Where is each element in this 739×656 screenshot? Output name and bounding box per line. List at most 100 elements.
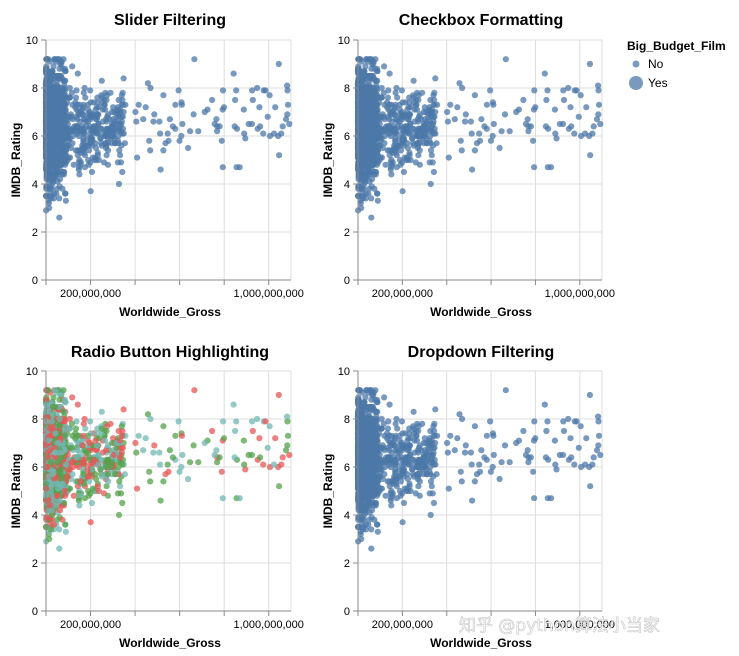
data-point — [368, 65, 375, 72]
data-point — [52, 171, 60, 178]
data-point — [471, 92, 478, 99]
data-point — [118, 423, 125, 430]
data-point — [147, 415, 154, 423]
data-point — [266, 92, 273, 99]
data-point — [262, 418, 269, 425]
data-point — [380, 128, 387, 135]
data-point — [80, 135, 87, 142]
data-point — [380, 89, 387, 96]
data-point — [257, 454, 264, 461]
data-point — [175, 418, 182, 425]
data-point — [104, 161, 112, 168]
data-point — [62, 461, 70, 468]
data-point — [117, 106, 124, 113]
data-point — [232, 427, 239, 435]
data-point — [61, 432, 68, 439]
data-point — [88, 499, 96, 507]
data-point — [214, 128, 221, 135]
data-point — [93, 111, 101, 118]
data-point — [135, 101, 142, 108]
data-point — [45, 56, 52, 63]
data-point — [51, 118, 59, 125]
y-tick-label: 2 — [32, 558, 38, 570]
data-point — [230, 401, 237, 408]
y-axis-title: IMDB_Rating — [9, 454, 23, 529]
data-point — [195, 459, 202, 466]
data-point — [87, 188, 94, 195]
data-point — [386, 70, 393, 77]
data-point — [157, 461, 164, 468]
data-point — [230, 70, 237, 77]
data-point — [80, 432, 87, 439]
data-point — [531, 164, 538, 171]
y-tick-label: 8 — [344, 83, 350, 95]
data-point — [80, 101, 87, 108]
data-point — [74, 401, 81, 408]
data-point — [70, 161, 77, 168]
data-point — [95, 487, 102, 495]
data-point — [185, 144, 192, 152]
data-point — [118, 92, 125, 99]
data-point — [209, 96, 216, 104]
data-point — [162, 471, 169, 478]
data-point — [384, 104, 391, 111]
data-point — [74, 152, 81, 159]
data-point — [506, 128, 513, 135]
y-tick-label: 4 — [344, 179, 350, 191]
data-point — [80, 140, 87, 147]
data-point — [56, 176, 64, 183]
data-point — [55, 468, 62, 475]
data-point — [220, 104, 228, 111]
data-point — [211, 120, 218, 128]
data-point — [52, 99, 59, 106]
data-point — [134, 154, 141, 161]
data-point — [419, 132, 426, 140]
data-point — [120, 406, 127, 413]
x-tick-label: 1,000,000,000 — [234, 288, 304, 300]
data-point — [117, 454, 124, 461]
data-point — [279, 454, 286, 461]
data-point — [587, 152, 594, 159]
data-point — [160, 423, 167, 430]
data-point — [179, 451, 186, 459]
data-point — [105, 147, 112, 154]
data-point — [248, 451, 255, 459]
data-point — [374, 190, 381, 197]
data-point — [82, 425, 89, 432]
data-point — [169, 454, 176, 461]
data-point — [85, 492, 92, 499]
data-point — [115, 511, 123, 519]
data-point — [432, 406, 439, 413]
x-axis-title: Worldwide_Gross — [430, 305, 532, 319]
data-point — [416, 161, 423, 168]
data-point — [275, 60, 282, 68]
data-point — [50, 394, 57, 401]
data-point — [240, 106, 247, 113]
data-point — [119, 130, 126, 137]
data-point — [373, 101, 380, 108]
data-point — [384, 94, 391, 101]
data-point — [374, 130, 382, 137]
data-point — [76, 171, 83, 178]
data-point — [542, 123, 550, 130]
data-point — [478, 447, 485, 454]
data-point — [172, 432, 179, 439]
data-point — [279, 123, 286, 130]
data-point — [75, 166, 82, 173]
data-point — [56, 396, 63, 403]
data-point — [84, 118, 91, 125]
data-point — [64, 142, 71, 149]
data-point — [459, 84, 466, 92]
data-point — [428, 123, 435, 130]
data-point — [98, 77, 105, 84]
data-point — [62, 190, 69, 197]
data-point — [178, 432, 185, 439]
data-point — [68, 128, 75, 135]
data-point — [257, 123, 264, 130]
data-point — [544, 87, 551, 94]
data-point — [447, 101, 454, 108]
data-point — [219, 418, 227, 425]
data-point — [70, 492, 77, 499]
data-point — [56, 166, 63, 173]
data-point — [458, 147, 465, 154]
